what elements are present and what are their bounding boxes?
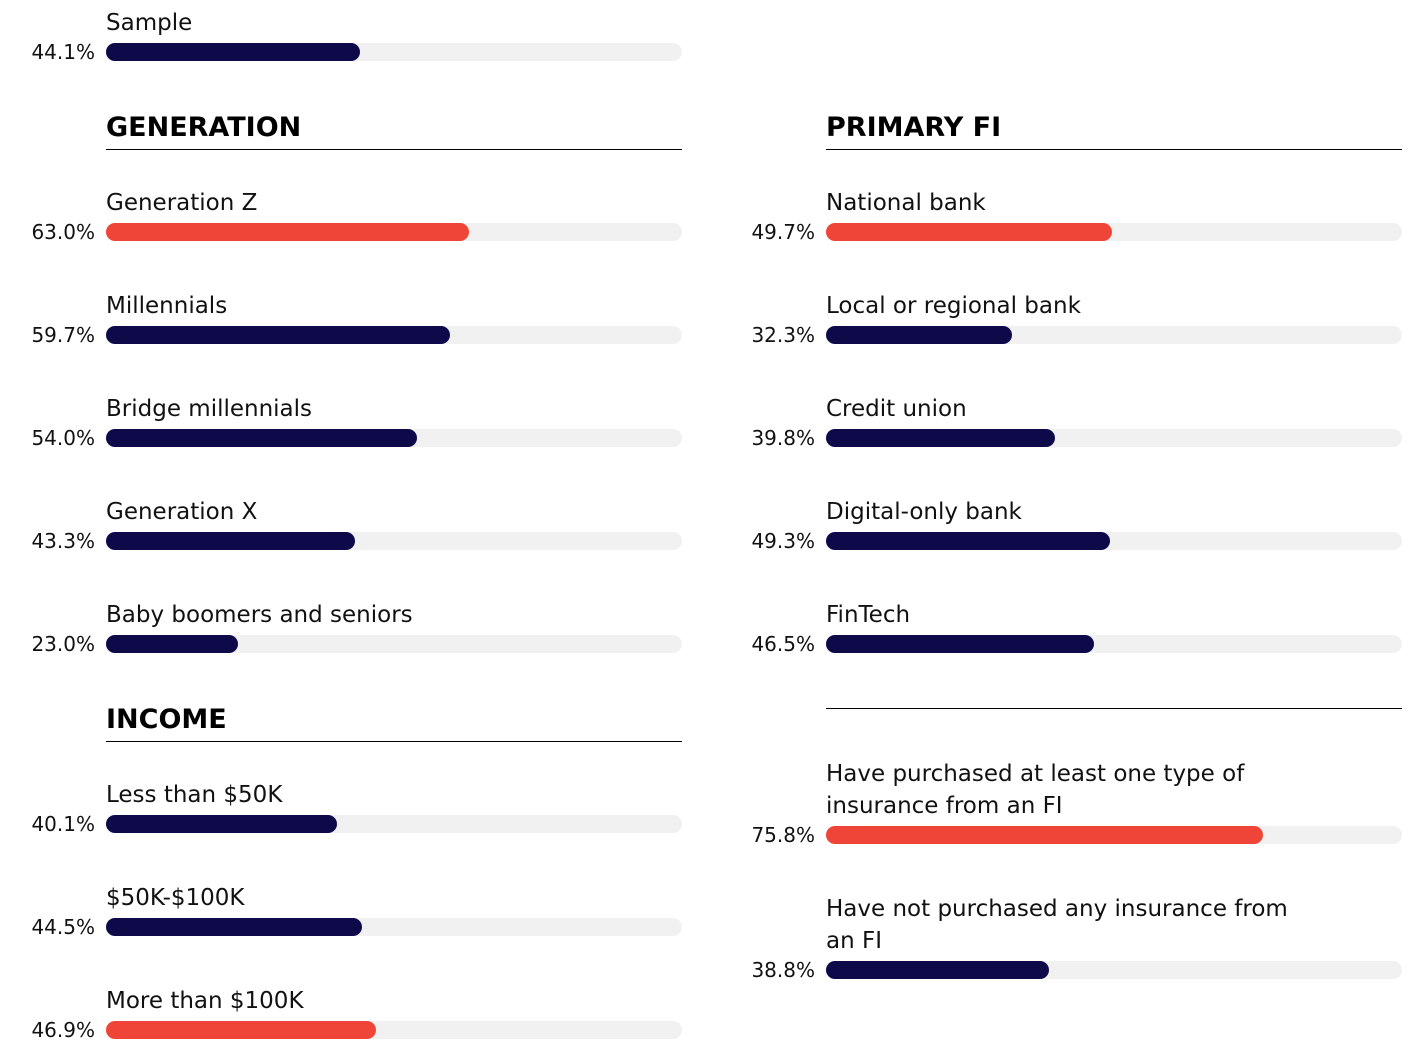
bar (826, 826, 1263, 844)
divider (826, 708, 1402, 709)
category-label: Have not purchased any insurance from an… (826, 896, 1288, 954)
bar-track (106, 635, 682, 653)
bar (106, 429, 418, 447)
bar-row: 23.0% (31, 632, 682, 656)
category-label: National bank (826, 190, 986, 216)
bar-row: 49.7% (751, 220, 1402, 244)
category-label: More than $100K (106, 988, 304, 1014)
value-label: 39.8% (751, 426, 815, 450)
bar (826, 961, 1050, 979)
bar (106, 43, 361, 61)
bar (106, 326, 450, 344)
value-label: 49.7% (751, 220, 815, 244)
value-label: 75.8% (751, 823, 815, 847)
bar (106, 918, 363, 936)
bar (106, 532, 356, 550)
bar (826, 532, 1110, 550)
bar-row: 75.8% (751, 823, 1402, 847)
category-label: Credit union (826, 396, 967, 422)
category-label: Local or regional bank (826, 293, 1081, 319)
bar (106, 1021, 377, 1039)
category-label: $50K-$100K (106, 885, 245, 911)
bar-row: 44.5% (31, 915, 682, 939)
section-title: GENERATION (106, 110, 682, 150)
value-label: 23.0% (31, 632, 95, 656)
bar (106, 815, 337, 833)
value-label: 46.5% (751, 632, 815, 656)
bar-row: 46.9% (31, 1018, 682, 1042)
bar-list: Sample 44.1% (31, 7, 682, 110)
bar-row: 32.3% (751, 323, 1402, 347)
bar-row: 39.8% (751, 426, 1402, 450)
category-label: Baby boomers and seniors (106, 602, 413, 628)
value-label: 44.1% (31, 40, 95, 64)
bar-row: 38.8% (751, 958, 1402, 982)
category-label: Millennials (106, 293, 228, 319)
value-label: 38.8% (751, 958, 815, 982)
category-label: Generation X (106, 499, 258, 525)
bar-row: 59.7% (31, 323, 682, 347)
value-label: 59.7% (31, 323, 95, 347)
bar-row: 44.1% (31, 40, 682, 64)
bar (106, 635, 239, 653)
bar-list: Have purchased at least one type of insu… (751, 758, 1402, 1028)
bar-list: Generation Z 63.0% Millennials 59.7% Bridge … (31, 187, 682, 702)
bar (826, 635, 1094, 653)
bar-row: 49.3% (751, 529, 1402, 553)
bar-row: 54.0% (31, 426, 682, 450)
bar (106, 223, 469, 241)
bar-row: 46.5% (751, 632, 1402, 656)
bar-row: 63.0% (31, 220, 682, 244)
value-label: 44.5% (31, 915, 95, 939)
category-label: FinTech (826, 602, 911, 628)
bar (826, 429, 1056, 447)
category-label: Less than $50K (106, 782, 283, 808)
value-label: 40.1% (31, 812, 95, 836)
value-label: 63.0% (31, 220, 95, 244)
bar (826, 223, 1113, 241)
bar-list: Less than $50K 40.1% $50K-$100K 44.5% More t… (31, 779, 682, 1042)
bar-list: National bank 49.7% Local or regional bank… (751, 187, 1402, 702)
category-label: Generation Z (106, 190, 258, 216)
value-label: 43.3% (31, 529, 95, 553)
category-label: Bridge millennials (106, 396, 313, 422)
section-title: INCOME (106, 702, 682, 742)
bar-row: 40.1% (31, 812, 682, 836)
value-label: 46.9% (31, 1018, 95, 1042)
bar-row: 43.3% (31, 529, 682, 553)
category-label: Digital-only bank (826, 499, 1022, 525)
category-label: Have purchased at least one type of insu… (826, 761, 1245, 819)
section-title: PRIMARY FI (826, 110, 1402, 150)
category-label: Sample (106, 10, 193, 36)
bar (826, 326, 1013, 344)
value-label: 49.3% (751, 529, 815, 553)
value-label: 54.0% (31, 426, 95, 450)
value-label: 32.3% (751, 323, 815, 347)
